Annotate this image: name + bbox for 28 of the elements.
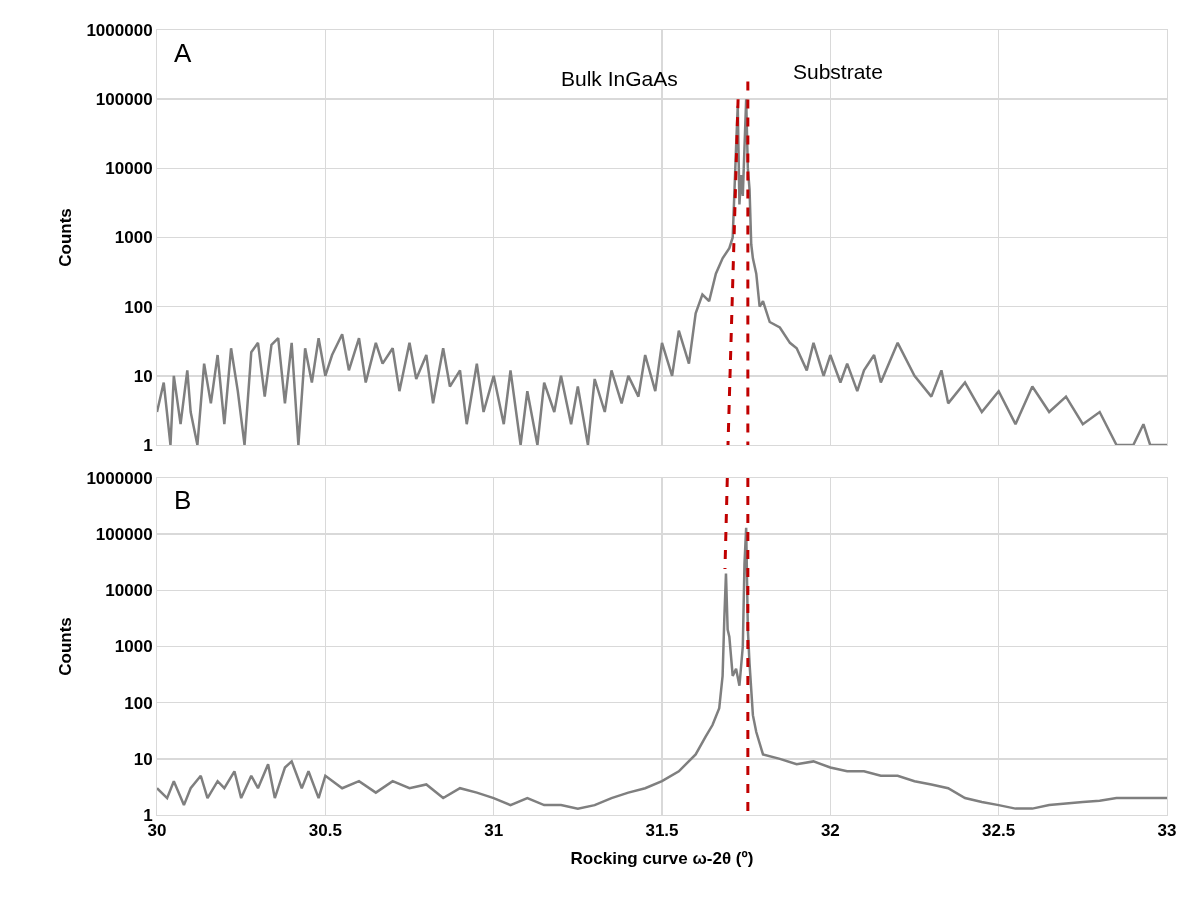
y-tick-label: 1000 (114, 228, 153, 248)
y-tick-label: 100000 (95, 525, 153, 545)
y-tick-label: 1000 (114, 637, 153, 657)
x-tick-label: 31 (484, 821, 504, 841)
y-tick-label: 1 (143, 435, 153, 455)
x-tick-label: 32.5 (982, 821, 1016, 841)
y-tick-label: 100 (124, 297, 153, 317)
line-series (157, 97, 1167, 445)
x-tick-label: 30.5 (308, 821, 342, 841)
y-axis-title: Counts (55, 617, 75, 676)
annotation: Bulk InGaAs (561, 67, 678, 90)
annotation: B (174, 485, 192, 515)
annotation: Substrate (793, 60, 883, 83)
x-tick-label: 31.5 (645, 821, 679, 841)
y-tick-label: 1000000 (86, 20, 153, 40)
x-tick-label: 32 (820, 821, 840, 841)
y-tick-label: 100 (124, 693, 153, 713)
y-axis-title: Counts (55, 208, 75, 267)
x-axis-title: Rocking curve ω-2θ (º) (570, 848, 754, 868)
annotation: A (174, 38, 192, 68)
y-tick-label: 1000000 (86, 468, 153, 488)
y-tick-label: 10 (133, 366, 153, 386)
y-tick-label: 10000 (105, 159, 153, 179)
x-tick-label: 33 (1157, 821, 1177, 841)
y-tick-label: 100000 (95, 90, 153, 110)
line-series (157, 526, 1167, 810)
y-tick-label: 10 (133, 749, 153, 769)
y-tick-label: 10000 (105, 581, 153, 601)
